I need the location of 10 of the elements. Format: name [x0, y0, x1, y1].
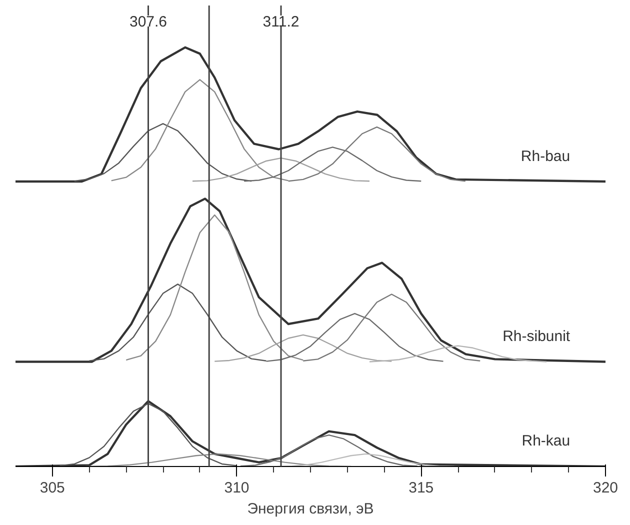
x-axis-title: Энергия связи, эВ — [247, 500, 374, 518]
ref-line-label: 311.2 — [262, 13, 300, 30]
series-label: Rh-kau — [522, 432, 570, 450]
x-tick-label: 315 — [408, 480, 434, 496]
x-tick-label: 320 — [592, 480, 618, 496]
x-tick-label: 305 — [40, 480, 65, 496]
x-tick-label: 310 — [224, 480, 250, 496]
series-label: Rh-sibunit — [502, 328, 571, 345]
ref-line-label: 307.6 — [129, 13, 168, 30]
series-label: Rh-bau — [520, 148, 570, 165]
